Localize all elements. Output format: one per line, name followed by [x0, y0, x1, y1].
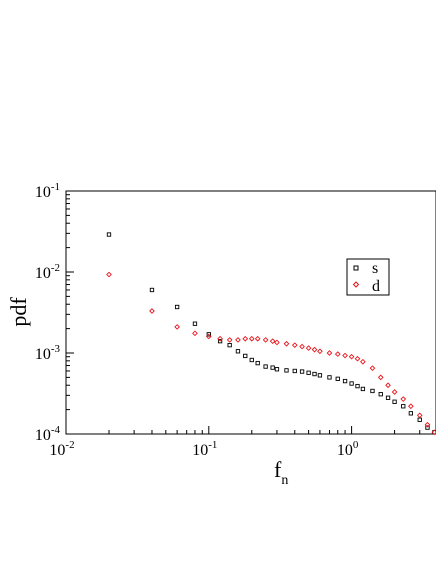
point-s: [312, 371, 317, 377]
point-d: [217, 335, 223, 342]
point-d: [416, 412, 423, 419]
x-tick-label: 100: [337, 439, 359, 459]
point-d: [149, 308, 155, 314]
point-d: [311, 346, 318, 353]
point-d: [226, 337, 233, 343]
point-s: [263, 364, 268, 369]
point-d: [269, 338, 276, 345]
point-s: [425, 425, 430, 430]
tick-labels: 10-2 10-1 100 10-4 10-3 10-2 10-1: [35, 181, 359, 459]
point-d: [106, 271, 112, 278]
point-s: [227, 343, 232, 348]
point-s: [174, 304, 180, 310]
legend: s d: [346, 258, 390, 296]
point-s: [249, 357, 254, 363]
point-s: [360, 386, 366, 392]
point-s: [299, 369, 305, 374]
point-s: [149, 287, 155, 293]
point-s: [417, 417, 422, 422]
point-d: [317, 348, 323, 355]
y-tick-label: 10-4: [35, 424, 61, 444]
point-d: [248, 335, 255, 342]
point-s: [206, 332, 211, 337]
point-s: [217, 339, 223, 344]
x-tick-label: 10-2: [49, 439, 74, 459]
point-s: [401, 404, 406, 409]
x-axis-label: fn: [274, 457, 288, 488]
point-d: [360, 358, 366, 365]
point-s: [342, 378, 348, 384]
point-d: [400, 396, 407, 402]
point-s: [270, 365, 275, 370]
point-d: [342, 352, 348, 359]
point-d: [174, 324, 180, 330]
point-s: [349, 381, 354, 386]
point-s: [192, 321, 198, 326]
y-axis-label: pdf: [6, 297, 31, 327]
point-d: [354, 355, 361, 362]
x-axis-label-base: f: [274, 457, 282, 482]
point-d: [254, 335, 261, 342]
point-s: [235, 349, 241, 354]
x-axis-label-subscript: n: [281, 473, 288, 488]
point-d: [369, 365, 376, 371]
point-d: [242, 335, 249, 342]
y-tick-label: 10-1: [35, 181, 60, 201]
point-d: [262, 337, 269, 343]
y-tick-label: 10-2: [35, 262, 60, 282]
data-points: [106, 232, 436, 436]
point-s: [284, 368, 289, 373]
point-s: [317, 373, 323, 378]
point-d: [391, 389, 398, 395]
point-s: [106, 232, 112, 237]
legend-box: [346, 258, 390, 296]
point-s: [306, 370, 311, 375]
y-tick-label: 10-3: [35, 343, 61, 363]
point-s: [274, 367, 280, 372]
legend-marker-d: [352, 281, 360, 288]
ticks: [65, 190, 421, 435]
point-d: [326, 350, 333, 356]
plot-frame: [65, 190, 436, 435]
point-s: [370, 388, 375, 394]
point-d: [385, 382, 391, 389]
point-s: [255, 360, 260, 366]
legend-label-d: d: [372, 278, 380, 295]
point-d: [424, 421, 431, 428]
point-s: [378, 392, 383, 397]
point-d: [334, 351, 341, 357]
point-d: [205, 333, 212, 340]
point-s: [292, 368, 297, 374]
point-d: [291, 342, 298, 348]
series-d: [106, 271, 436, 436]
point-d: [235, 337, 241, 343]
x-tick-label: 10-1: [192, 439, 217, 459]
point-s: [335, 376, 340, 381]
point-d: [192, 330, 198, 337]
point-s: [392, 399, 397, 404]
legend-marker-s: [353, 265, 359, 271]
point-s: [385, 395, 391, 400]
point-s: [327, 375, 332, 380]
point-d: [274, 339, 280, 346]
point-d: [377, 374, 384, 381]
point-d: [408, 403, 414, 410]
point-d: [348, 353, 355, 360]
point-s: [408, 411, 414, 416]
point-d: [283, 340, 290, 347]
point-s: [355, 383, 360, 389]
point-s: [243, 353, 248, 359]
point-d: [299, 343, 305, 350]
point-d: [305, 345, 312, 351]
legend-label-s: s: [372, 260, 378, 277]
